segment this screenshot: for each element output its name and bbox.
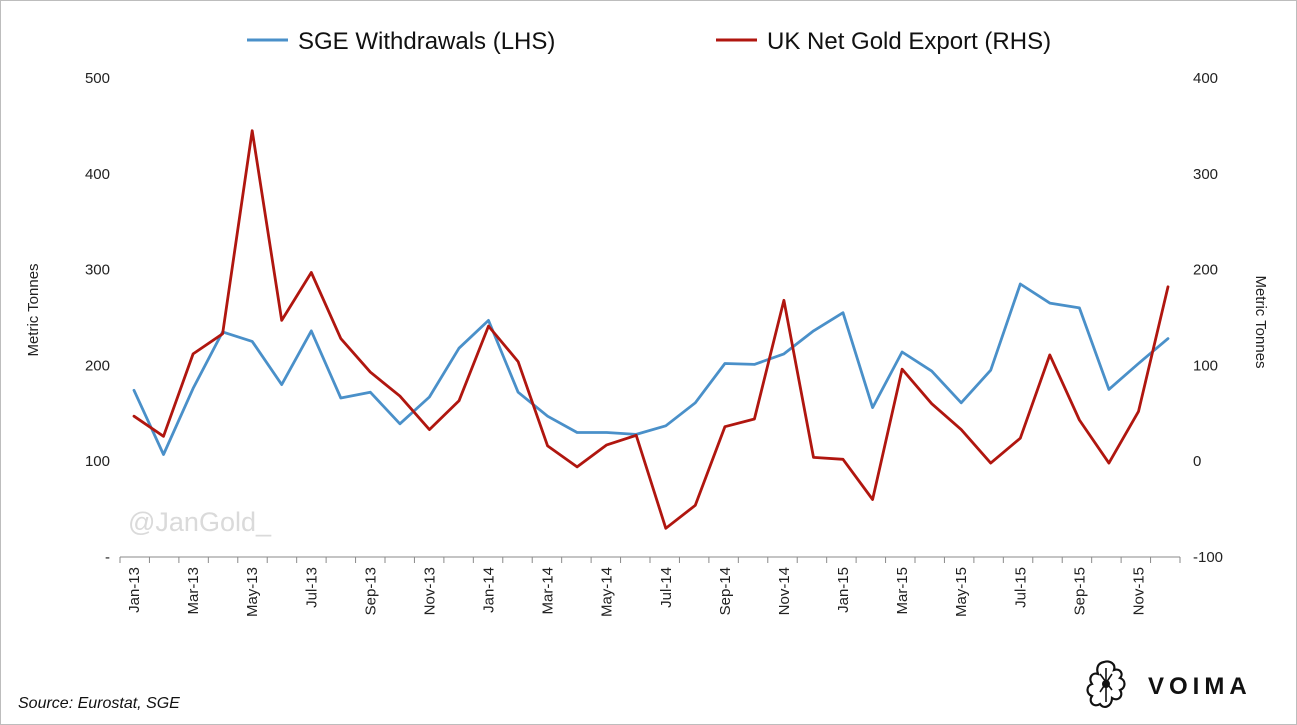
right-tick-label: -100 <box>1193 549 1223 566</box>
left-tick-label: 200 <box>85 357 110 374</box>
right-tick-label: 300 <box>1193 166 1218 183</box>
x-tick-label: Nov-15 <box>1130 567 1147 615</box>
left-tick-label: - <box>105 549 110 566</box>
left-axis-title: Metric Tonnes <box>25 263 42 356</box>
x-tick-label: Nov-13 <box>421 567 438 615</box>
left-tick-label: 300 <box>85 262 110 279</box>
series-layer <box>132 129 1170 530</box>
series-line-uk-net-gold-export <box>132 129 1170 530</box>
x-tick-label: Mar-15 <box>894 567 911 615</box>
x-tick-label: Mar-13 <box>185 567 202 615</box>
x-tick-label: Jul-14 <box>658 567 675 608</box>
right-axis: -100 0 100 200 300 400 <box>1193 70 1223 566</box>
x-tick-label: Jan-15 <box>835 567 852 613</box>
brand-name: VOIMA <box>1148 673 1252 700</box>
legend: SGE Withdrawals (LHS) UK Net Gold Export… <box>247 28 1051 55</box>
x-tick-label: May-14 <box>599 567 616 617</box>
legend-label-sge: SGE Withdrawals (LHS) <box>298 28 555 55</box>
legend-label-uk: UK Net Gold Export (RHS) <box>767 28 1051 55</box>
x-tick-label: Sep-14 <box>717 567 734 615</box>
x-tick-label: May-13 <box>244 567 261 617</box>
right-axis-title: Metric Tonnes <box>1252 275 1269 368</box>
x-tick-label: Jan-13 <box>126 567 143 613</box>
left-tick-label: 100 <box>85 453 110 470</box>
left-axis: - 100 200 300 400 500 <box>85 70 110 566</box>
right-tick-label: 200 <box>1193 262 1218 279</box>
x-tick-label: Jul-13 <box>303 567 320 608</box>
x-axis: Jan-13 Mar-13 May-13 Jul-13 Sep-13 Nov-13 Jan-… <box>119 557 1181 617</box>
x-tick-label: Sep-13 <box>362 567 379 615</box>
series-line-sge-withdrawals <box>132 282 1170 456</box>
x-tick-label: Sep-15 <box>1071 567 1088 615</box>
x-tick-label: Jan-14 <box>481 567 498 613</box>
lion-emblem-icon <box>1086 660 1126 708</box>
left-tick-label: 500 <box>85 70 110 87</box>
right-tick-label: 100 <box>1193 357 1218 374</box>
x-tick-label: Mar-14 <box>540 567 557 615</box>
brand-logo: VOIMA <box>1086 660 1252 708</box>
x-tick-label: Nov-14 <box>776 567 793 615</box>
watermark: @JanGold_ <box>128 507 272 537</box>
source-note: Source: Eurostat, SGE <box>18 695 180 712</box>
x-tick-label: May-15 <box>953 567 970 617</box>
right-tick-label: 0 <box>1193 453 1201 470</box>
right-tick-label: 400 <box>1193 70 1218 87</box>
x-tick-label: Jul-15 <box>1012 567 1029 608</box>
left-tick-label: 400 <box>85 166 110 183</box>
